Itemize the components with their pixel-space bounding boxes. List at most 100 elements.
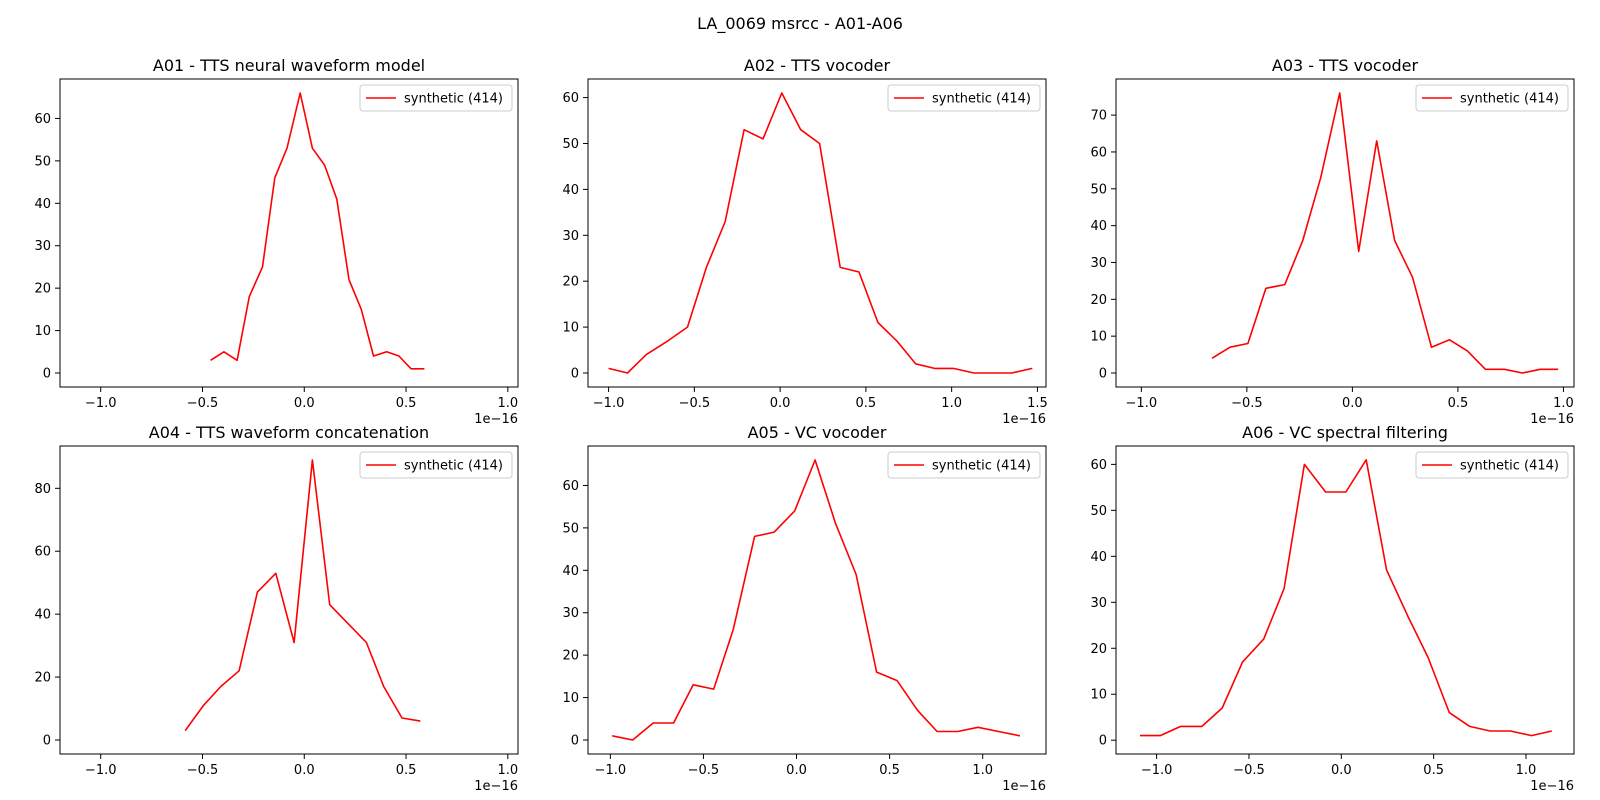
chart-5-xtick-label: 0.0 bbox=[786, 763, 807, 778]
chart-6-xtick-label: 0.0 bbox=[1331, 763, 1352, 778]
chart-5-legend-box bbox=[887, 451, 1041, 479]
chart-2-x-offset-label: 1e−16 bbox=[1002, 412, 1046, 427]
chart-5-legend-label: synthetic (414) bbox=[932, 459, 1031, 474]
chart-4-ytick-label: 60 bbox=[34, 545, 51, 560]
chart-1-ytick-label: 10 bbox=[34, 324, 51, 339]
chart-2-ytick-label: 50 bbox=[562, 137, 579, 152]
chart-2-ytick-label: 10 bbox=[562, 321, 579, 336]
chart-5-legend: synthetic (414) bbox=[887, 451, 1041, 479]
chart-2-ytick-label: 30 bbox=[562, 229, 579, 244]
chart-5-ytick-label: 40 bbox=[562, 564, 579, 579]
chart-6-xtick-label: 0.5 bbox=[1423, 763, 1444, 778]
chart-5-ytick-label: 50 bbox=[562, 521, 579, 536]
chart-5-ytick-label: 60 bbox=[562, 479, 579, 494]
chart-5-xtick-label: 1.0 bbox=[972, 763, 993, 778]
chart-3-title: A03 - TTS vocoder bbox=[1272, 56, 1419, 75]
chart-1-legend: synthetic (414) bbox=[359, 84, 513, 112]
chart-1-axes-frame bbox=[59, 78, 519, 388]
chart-5-xtick-label: 0.5 bbox=[879, 763, 900, 778]
chart-2-xtick-label: 1.5 bbox=[1027, 396, 1048, 411]
chart-3-x-offset-label: 1e−16 bbox=[1530, 412, 1574, 427]
chart-1-ytick-label: 40 bbox=[34, 197, 51, 212]
chart-4-xtick-label: 0.5 bbox=[396, 763, 417, 778]
chart-2-axes-frame bbox=[587, 78, 1047, 388]
chart-3-series-line bbox=[1211, 92, 1559, 374]
chart-3-legend-label: synthetic (414) bbox=[1460, 92, 1559, 107]
chart-3-ytick-label: 30 bbox=[1090, 256, 1107, 271]
chart-4-xtick-label: −1.0 bbox=[85, 763, 117, 778]
chart-4: A04 - TTS waveform concatenation −1.0 −0.5… bbox=[34, 423, 519, 794]
chart-3-axes-frame bbox=[1115, 78, 1575, 388]
chart-6-x-offset-label: 1e−16 bbox=[1530, 779, 1574, 794]
chart-4-legend-box bbox=[359, 451, 513, 479]
chart-3-ytick-label: 70 bbox=[1090, 109, 1107, 124]
subplots: A01 - TTS neural waveform model −1.0 −0.5 0… bbox=[34, 56, 1575, 794]
chart-6-ytick-label: 40 bbox=[1090, 550, 1107, 565]
chart-2-ytick-label: 0 bbox=[571, 367, 579, 382]
chart-3-xtick-label: 0.0 bbox=[1342, 396, 1363, 411]
chart-2-xtick-label: −1.0 bbox=[593, 396, 625, 411]
chart-3-xtick-label: 1.0 bbox=[1553, 396, 1574, 411]
chart-4-ytick-label: 20 bbox=[34, 671, 51, 686]
chart-4-x-offset-label: 1e−16 bbox=[474, 779, 518, 794]
chart-4-ytick-label: 0 bbox=[43, 734, 51, 749]
chart-6-ytick-label: 50 bbox=[1090, 504, 1107, 519]
chart-2-xtick-label: 0.5 bbox=[856, 396, 877, 411]
chart-1-ytick-label: 50 bbox=[34, 154, 51, 169]
chart-6-ytick-label: 60 bbox=[1090, 458, 1107, 473]
chart-6: A06 - VC spectral filtering −1.0 −0.5 0.0 0.… bbox=[1090, 423, 1575, 794]
chart-4-ytick-label: 40 bbox=[34, 608, 51, 623]
chart-6-ytick-label: 20 bbox=[1090, 642, 1107, 657]
chart-2: A02 - TTS vocoder −1.0 −0.5 0.0 0.5 1.0 1.51e−… bbox=[562, 56, 1047, 427]
chart-5-xtick-label: −1.0 bbox=[595, 763, 627, 778]
chart-1-ytick-label: 0 bbox=[43, 367, 51, 382]
chart-2-title: A02 - TTS vocoder bbox=[744, 56, 891, 75]
chart-6-axes-frame bbox=[1115, 445, 1575, 755]
chart-1-legend-label: synthetic (414) bbox=[404, 92, 503, 107]
chart-1-legend-box bbox=[359, 84, 513, 112]
chart-4-xtick-label: 0.0 bbox=[294, 763, 315, 778]
chart-5-ytick-label: 10 bbox=[562, 691, 579, 706]
chart-1-xtick-label: 0.0 bbox=[294, 396, 315, 411]
chart-2-ytick-label: 60 bbox=[562, 91, 579, 106]
figure-title: LA_0069 msrcc - A01-A06 bbox=[697, 14, 903, 34]
chart-5-ytick-label: 30 bbox=[562, 606, 579, 621]
chart-4-ytick-label: 80 bbox=[34, 482, 51, 497]
chart-5-ytick-label: 0 bbox=[571, 734, 579, 749]
chart-5-ytick-label: 20 bbox=[562, 649, 579, 664]
chart-5: A05 - VC vocoder −1.0 −0.5 0.0 0.5 1.0 1e−16 0 1… bbox=[562, 423, 1047, 794]
chart-3-ytick-label: 10 bbox=[1090, 330, 1107, 345]
chart-1-series-line bbox=[210, 92, 425, 370]
chart-1: A01 - TTS neural waveform model −1.0 −0.5 0… bbox=[34, 56, 519, 427]
chart-1-ytick-label: 60 bbox=[34, 112, 51, 127]
chart-1-xtick-label: 0.5 bbox=[396, 396, 417, 411]
chart-4-legend-label: synthetic (414) bbox=[404, 459, 503, 474]
chart-3-legend-box bbox=[1415, 84, 1569, 112]
chart-4-xtick-label: 1.0 bbox=[497, 763, 518, 778]
chart-6-ytick-label: 0 bbox=[1099, 734, 1107, 749]
chart-5-series-line bbox=[612, 459, 1021, 741]
chart-6-xtick-label: 1.0 bbox=[1516, 763, 1537, 778]
chart-2-ytick-label: 40 bbox=[562, 183, 579, 198]
chart-1-x-offset-label: 1e−16 bbox=[474, 412, 518, 427]
chart-1-title: A01 - TTS neural waveform model bbox=[153, 56, 425, 75]
chart-1-xtick-label: −1.0 bbox=[85, 396, 117, 411]
chart-4-title: A04 - TTS waveform concatenation bbox=[149, 423, 429, 442]
chart-2-legend-label: synthetic (414) bbox=[932, 92, 1031, 107]
chart-3-xtick-label: −1.0 bbox=[1126, 396, 1158, 411]
chart-3-xtick-label: 0.5 bbox=[1448, 396, 1469, 411]
chart-6-legend-label: synthetic (414) bbox=[1460, 459, 1559, 474]
chart-3: A03 - TTS vocoder −1.0 −0.5 0.0 0.5 1.01e−16 0… bbox=[1090, 56, 1575, 427]
chart-4-xtick-label: −0.5 bbox=[187, 763, 219, 778]
chart-5-x-offset-label: 1e−16 bbox=[1002, 779, 1046, 794]
chart-1-ytick-label: 30 bbox=[34, 239, 51, 254]
chart-6-title: A06 - VC spectral filtering bbox=[1242, 423, 1448, 442]
chart-2-legend: synthetic (414) bbox=[887, 84, 1041, 112]
chart-3-ytick-label: 50 bbox=[1090, 182, 1107, 197]
chart-3-xtick-label: −0.5 bbox=[1231, 396, 1263, 411]
chart-5-xtick-label: −0.5 bbox=[688, 763, 720, 778]
chart-5-axes-frame bbox=[587, 445, 1047, 755]
chart-3-ytick-label: 20 bbox=[1090, 293, 1107, 308]
chart-1-ytick-label: 20 bbox=[34, 282, 51, 297]
chart-1-xtick-label: 1.0 bbox=[497, 396, 518, 411]
